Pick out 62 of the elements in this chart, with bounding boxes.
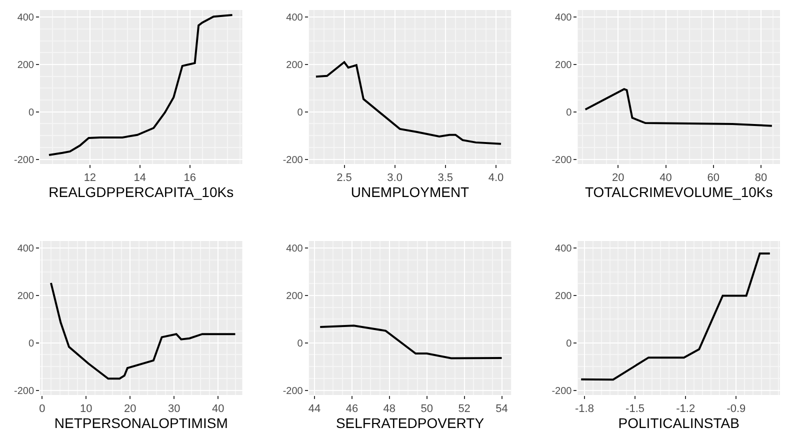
line-series	[319, 324, 503, 360]
y-tick-label: -200	[282, 386, 304, 397]
y-tick-label: -200	[552, 386, 572, 397]
x-axis-title: SELFRATEDPOVERTY	[336, 415, 485, 432]
x-tick-label: 54	[496, 403, 508, 416]
y-tick-label: 0	[28, 338, 34, 350]
y-tick-label: 0	[28, 107, 34, 118]
line-series	[584, 88, 773, 127]
x-tick-label: 20	[124, 403, 136, 416]
y-tick-label: 200	[555, 290, 572, 302]
line-series	[50, 282, 236, 380]
y-tick-label: 400	[555, 244, 572, 255]
line-series	[314, 61, 502, 145]
y-tick-label: -200	[14, 154, 34, 166]
y-tick-label: 200	[286, 60, 304, 71]
x-tick-label: 2.5	[336, 172, 352, 184]
x-axis-title: REALGDPPERCAPITA_10Ks	[48, 184, 234, 200]
x-tick-label: 12	[84, 172, 96, 184]
y-tick-label: -200	[552, 154, 572, 166]
x-tick-label: 10	[80, 403, 92, 416]
x-tick-label: 50	[420, 403, 433, 416]
x-tick-label: 40	[660, 172, 672, 184]
line-series	[580, 252, 771, 381]
y-tick-label: 0	[297, 107, 304, 118]
x-axis-title: POLITICALINSTAB	[618, 415, 740, 432]
y-tick-label: 0	[566, 338, 572, 350]
x-axis-title: TOTALCRIMEVOLUME_10Ks	[584, 184, 773, 200]
x-tick-label: 16	[184, 172, 196, 184]
y-tick-label: 200	[17, 290, 34, 302]
x-tick-label: 80	[754, 172, 768, 184]
x-tick-label: 40	[212, 403, 224, 416]
x-tick-label: 0	[39, 403, 46, 416]
y-tick-label: 200	[555, 60, 572, 71]
y-tick-label: 400	[17, 244, 34, 255]
y-tick-label: 400	[17, 12, 34, 24]
x-tick-label: 48	[383, 403, 396, 416]
x-tick-label: 3.5	[438, 172, 454, 184]
x-tick-label: 14	[134, 172, 146, 184]
x-tick-label: -1.5	[626, 403, 645, 416]
y-tick-label: -200	[14, 386, 34, 397]
x-tick-label: 20	[612, 172, 624, 184]
x-tick-label: 3.0	[387, 172, 402, 184]
x-tick-label: 46	[346, 403, 358, 416]
y-tick-label: -200	[282, 154, 304, 166]
x-tick-label: 30	[168, 403, 180, 416]
line-series	[48, 14, 234, 156]
x-tick-label: -1.2	[676, 403, 696, 416]
y-tick-label: 0	[297, 338, 304, 350]
x-tick-label: 52	[458, 403, 470, 416]
y-tick-label: 400	[286, 12, 304, 24]
x-tick-label: -0.9	[726, 403, 746, 416]
x-axis-title: NETPERSONALOPTIMISM	[54, 415, 228, 432]
y-tick-label: 0	[566, 107, 572, 118]
x-tick-label: 60	[707, 172, 720, 184]
x-axis-title: UNEMPLOYMENT	[350, 184, 470, 200]
y-tick-label: 200	[17, 60, 34, 71]
y-tick-label: 200	[286, 290, 304, 302]
y-tick-label: 400	[286, 244, 304, 255]
x-tick-label: 44	[308, 403, 321, 416]
x-tick-label: -1.8	[574, 403, 594, 416]
x-tick-label: 4.0	[488, 172, 504, 184]
y-tick-label: 400	[555, 12, 572, 24]
